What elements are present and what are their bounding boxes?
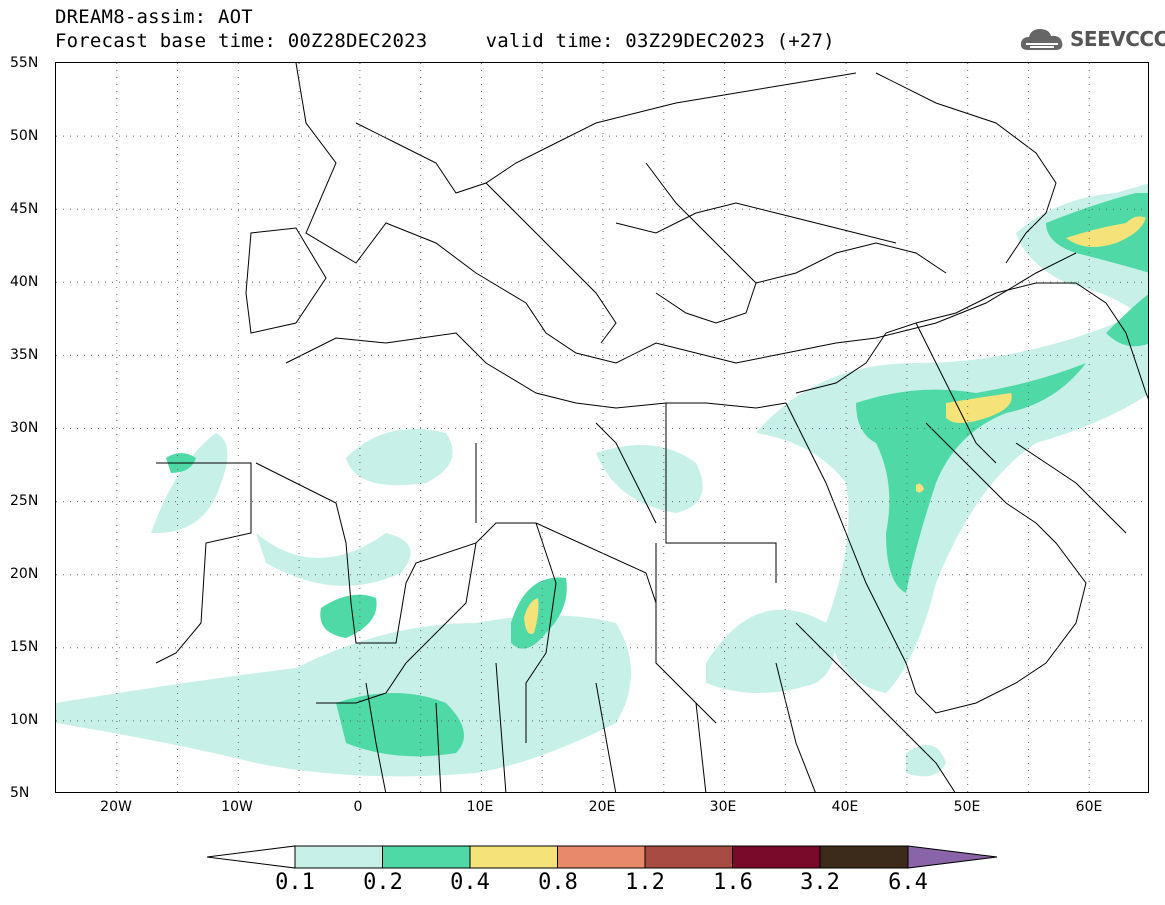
colorbar-label: 0.8 — [538, 870, 578, 895]
graticule — [56, 63, 1148, 792]
colorbar-under-arrow — [207, 845, 296, 869]
title-line-2: Forecast base time: 00Z28DEC2023 valid t… — [55, 30, 835, 52]
colorbar-swatch — [557, 845, 646, 869]
lon-label: 40E — [831, 799, 859, 815]
lat-label: 35N — [10, 347, 39, 363]
colorbar-swatch — [644, 845, 733, 869]
lat-label: 15N — [10, 639, 39, 655]
lon-label: 60E — [1075, 799, 1103, 815]
title-line-1: DREAM8-assim: AOT — [55, 6, 253, 28]
colorbar-label: 0.4 — [450, 870, 490, 895]
country-borders — [155, 63, 1148, 792]
colorbar-label: 6.4 — [888, 870, 928, 895]
lat-label: 20N — [10, 566, 39, 582]
lat-label: 5N — [10, 785, 30, 801]
lat-label: 25N — [10, 493, 39, 509]
lon-label: 20E — [588, 799, 616, 815]
colorbar-swatch — [382, 845, 471, 869]
seevccc-logo: SEEVCCC — [1018, 24, 1165, 54]
lon-label: 30E — [709, 799, 737, 815]
colorbar-swatch — [469, 845, 558, 869]
cloud-icon — [1020, 29, 1063, 50]
colorbar-label: 0.1 — [275, 870, 315, 895]
colorbar-label: 0.2 — [363, 870, 403, 895]
colorbar-swatch — [732, 845, 821, 869]
colorbar-swatch — [294, 845, 383, 869]
lon-label: 10W — [221, 799, 253, 815]
lat-label: 30N — [10, 420, 39, 436]
map-frame — [55, 62, 1149, 793]
lat-label: 40N — [10, 274, 39, 290]
lat-label: 55N — [10, 55, 39, 71]
lat-label: 45N — [10, 201, 39, 217]
colorbar-swatch — [819, 845, 909, 869]
colorbar-label: 3.2 — [800, 870, 840, 895]
logo-text: SEEVCCC — [1070, 27, 1165, 51]
lon-label: 10E — [466, 799, 494, 815]
colorbar-over-arrow — [907, 845, 998, 869]
lon-label: 20W — [100, 799, 132, 815]
lon-label: 50E — [953, 799, 981, 815]
lat-label: 10N — [10, 712, 39, 728]
colorbar-label: 1.2 — [625, 870, 665, 895]
lat-label: 50N — [10, 128, 39, 144]
colorbar-label: 1.6 — [713, 870, 753, 895]
lon-label: 0 — [353, 799, 363, 815]
aot-field-0.1 — [56, 183, 1148, 777]
colorbar — [207, 845, 998, 869]
aot-map — [56, 63, 1148, 792]
